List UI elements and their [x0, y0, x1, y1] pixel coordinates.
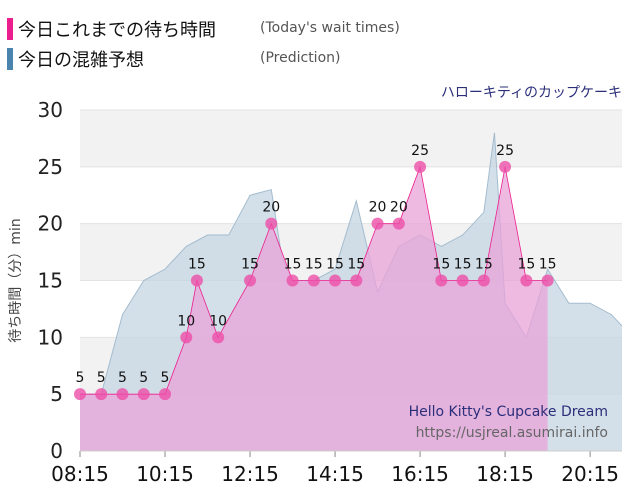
y-tick-label: 15	[38, 269, 63, 293]
actual-point	[329, 274, 342, 287]
data-label: 15	[326, 257, 344, 273]
actual-point	[116, 388, 129, 401]
data-label: 15	[284, 257, 302, 273]
data-label: 20	[390, 200, 408, 216]
data-label: 15	[475, 257, 493, 273]
legend-swatch-actual	[7, 18, 13, 40]
actual-point	[371, 217, 384, 230]
actual-point	[499, 160, 512, 173]
x-tick-label: 14:15	[306, 462, 364, 486]
x-tick-label: 12:15	[221, 462, 279, 486]
x-tick-label: 08:15	[51, 462, 109, 486]
actual-point	[414, 160, 427, 173]
actual-point	[435, 274, 448, 287]
actual-point	[520, 274, 533, 287]
actual-point	[477, 274, 490, 287]
x-tick-label: 16:15	[391, 462, 449, 486]
actual-point	[392, 217, 405, 230]
x-tick-label: 10:15	[136, 462, 194, 486]
data-label: 5	[76, 370, 85, 386]
y-axis-title: 待ち時間（分）min	[8, 218, 24, 342]
data-label: 10	[209, 313, 227, 329]
data-label: 15	[241, 257, 259, 273]
data-label: 25	[411, 143, 429, 159]
actual-point	[180, 331, 193, 344]
actual-point	[212, 331, 225, 344]
y-tick-label: 0	[50, 439, 63, 463]
data-label: 15	[454, 257, 472, 273]
data-label: 5	[118, 370, 127, 386]
data-label: 15	[347, 257, 365, 273]
data-label: 15	[305, 257, 323, 273]
legend-item-prediction: 今日の混雑予想 (Prediction)	[4, 46, 424, 76]
legend: 今日これまでの待ち時間 (Today's wait times) 今日の混雑予想…	[4, 16, 424, 76]
data-label: 15	[517, 257, 535, 273]
actual-area	[80, 166, 548, 452]
data-label: 15	[432, 257, 450, 273]
actual-point	[265, 217, 278, 230]
data-label: 15	[539, 257, 557, 273]
data-label: 15	[188, 257, 206, 273]
y-tick-label: 20	[38, 212, 63, 236]
data-label: 20	[369, 200, 387, 216]
data-label: 5	[97, 370, 106, 386]
actual-point	[137, 388, 150, 401]
data-label: 25	[496, 143, 514, 159]
legend-item-actual: 今日これまでの待ち時間 (Today's wait times)	[4, 16, 424, 46]
y-tick-label: 10	[38, 325, 63, 349]
data-label: 10	[177, 313, 195, 329]
plot-band	[80, 110, 622, 167]
x-tick-label: 20:15	[561, 462, 619, 486]
legend-sublabel-prediction: (Prediction)	[260, 50, 341, 66]
actual-point	[244, 274, 257, 287]
actual-point	[190, 274, 203, 287]
legend-swatch-prediction	[7, 48, 13, 70]
chart-annotation-url: https://usjreal.asumirai.info	[416, 425, 608, 441]
y-tick-label: 30	[38, 98, 63, 122]
actual-point	[74, 388, 86, 401]
data-label: 5	[139, 370, 148, 386]
legend-label-actual: 今日これまでの待ち時間	[18, 20, 216, 41]
actual-point	[286, 274, 299, 287]
y-tick-label: 5	[50, 382, 63, 406]
data-label: 20	[262, 200, 280, 216]
y-tick-label: 25	[38, 155, 63, 179]
x-tick-label: 18:15	[476, 462, 534, 486]
actual-point	[95, 388, 108, 401]
actual-point	[307, 274, 320, 287]
actual-point	[159, 388, 172, 401]
legend-sublabel-actual: (Today's wait times)	[260, 20, 400, 36]
chart-title: ハローキティのカップケーキ	[441, 85, 622, 101]
actual-point	[456, 274, 469, 287]
data-label: 5	[161, 370, 170, 386]
actual-point	[541, 274, 554, 287]
actual-point	[350, 274, 363, 287]
chart-annotation-name: Hello Kitty's Cupcake Dream	[409, 404, 608, 420]
plot-band	[80, 166, 622, 224]
legend-label-prediction: 今日の混雑予想	[18, 50, 144, 71]
